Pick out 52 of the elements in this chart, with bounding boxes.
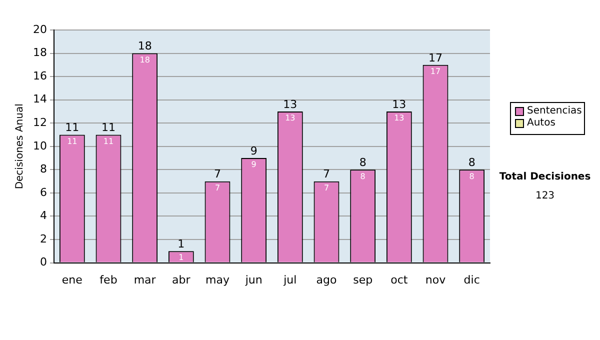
y-tick-label: 2	[40, 232, 47, 246]
total-label: 11	[101, 121, 116, 134]
y-tick-label: 16	[32, 69, 47, 82]
data-label: 7	[214, 183, 220, 192]
y-tick-label: 6	[40, 186, 47, 199]
data-label: 11	[103, 136, 114, 146]
total-label: 11	[65, 121, 80, 134]
y-tick-label: 12	[32, 116, 47, 129]
y-tick-label: 8	[40, 162, 47, 176]
x-tick-label: mar	[134, 273, 156, 286]
total-label: 13	[392, 98, 406, 111]
total-label: 7	[323, 168, 330, 181]
total-label: 13	[283, 98, 298, 111]
legend-label: Autos	[527, 118, 556, 129]
data-label: 13	[394, 114, 404, 123]
y-axis-title: Decisiones Anual	[14, 104, 26, 190]
data-label: 18	[140, 55, 150, 64]
y-tick-label: 4	[40, 209, 47, 222]
x-tick-label: sep	[353, 273, 373, 286]
text: Total Decisiones	[499, 172, 591, 183]
x-tick-label: nov	[425, 273, 446, 286]
data-label: 17	[430, 67, 441, 76]
y-tick-label: 0	[40, 256, 47, 269]
x-tick-label: ene	[62, 273, 83, 286]
data-label: 11	[67, 136, 78, 146]
x-tick-label: jul	[282, 273, 297, 286]
total-label: 18	[138, 40, 152, 53]
data-label: 8	[469, 172, 474, 181]
data-label: 9	[251, 160, 256, 170]
legend-label: Sentencias	[527, 106, 582, 117]
x-tick-label: jun	[244, 273, 262, 286]
data-label: 7	[324, 183, 330, 192]
x-tick-label: may	[206, 273, 230, 286]
x-tick-label: abr	[172, 273, 191, 286]
total-label: 8	[359, 156, 366, 170]
x-tick-label: dic	[464, 273, 480, 286]
total-label: 1	[178, 238, 185, 251]
x-tick-label: ago	[316, 273, 337, 286]
total-label: 7	[214, 168, 221, 181]
total-label: 17	[428, 51, 442, 64]
x-tick-label: feb	[100, 273, 118, 286]
total-label: 8	[468, 156, 476, 170]
data-label: 13	[285, 114, 296, 123]
data-label: 8	[360, 172, 366, 181]
data-label: 1	[178, 253, 184, 262]
y-tick-label: 14	[32, 92, 47, 106]
y-tick-label: 20	[32, 22, 47, 36]
text: 123	[535, 190, 555, 202]
y-tick-label: 10	[32, 139, 47, 152]
total-label: 9	[250, 144, 258, 158]
x-tick-label: oct	[390, 273, 408, 286]
y-tick-label: 18	[32, 46, 47, 60]
